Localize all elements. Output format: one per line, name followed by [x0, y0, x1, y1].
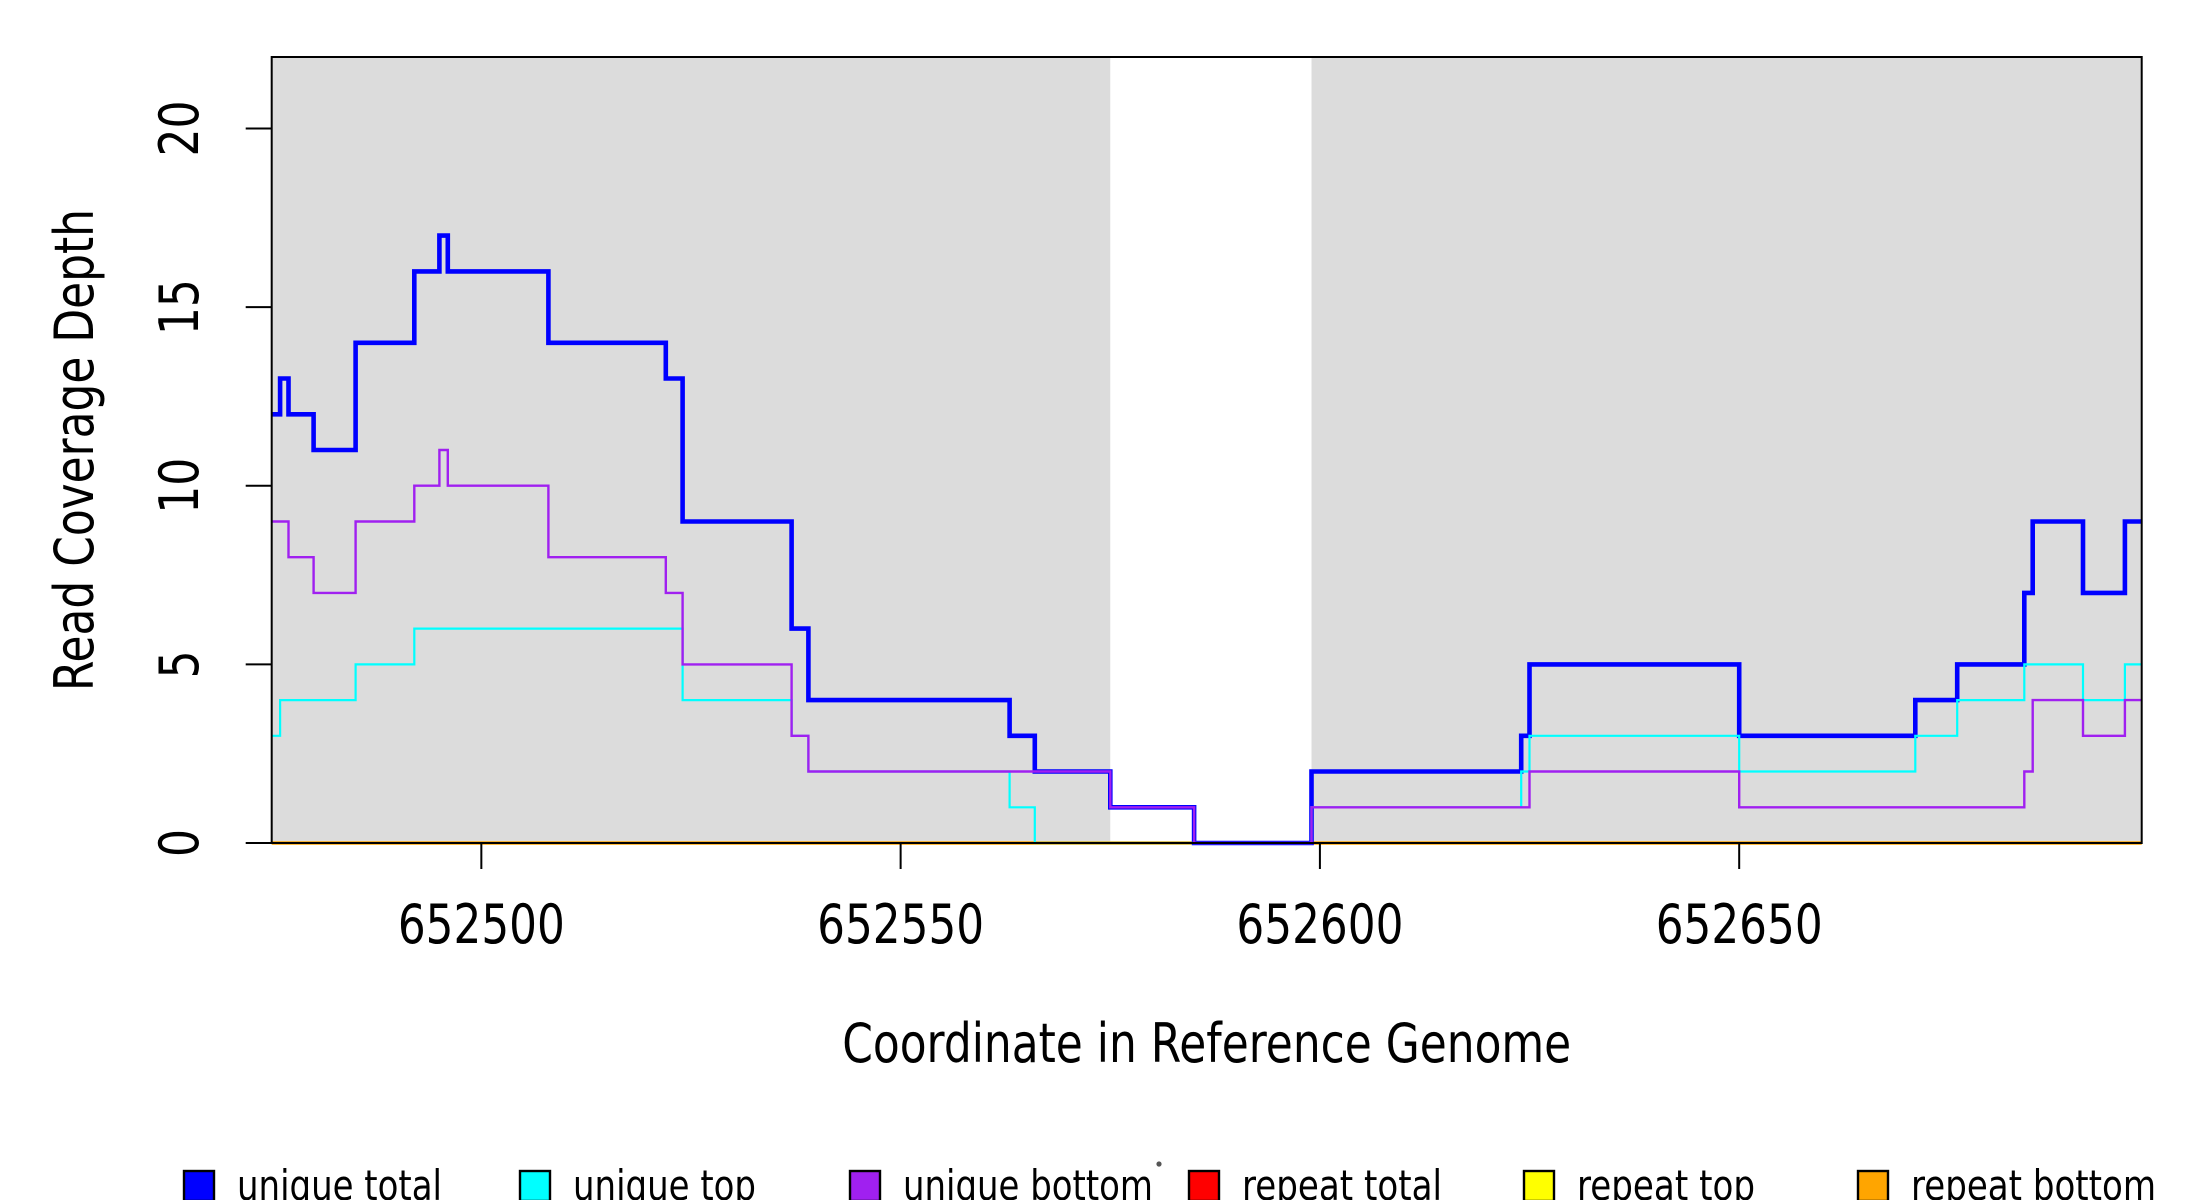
legend-swatch-repeat-top — [1522, 1169, 1556, 1200]
series-line-unique-total — [271, 233, 2142, 846]
x-axis-title: Coordinate in Reference Genome — [842, 1012, 1571, 1075]
y-tick-label-20: 20 — [148, 101, 211, 157]
legend-label-repeat-top: repeat top — [1577, 1161, 1755, 1200]
legend-label-repeat-total: repeat total — [1242, 1161, 1442, 1200]
x-tick-label-652650: 652650 — [1656, 893, 1823, 956]
y-axis-title: Read Coverage Depth — [43, 209, 106, 691]
x-tick-label-652500: 652500 — [398, 893, 565, 956]
y-tick-label-0: 0 — [148, 829, 211, 857]
legend-swatch-repeat-bottom — [1856, 1169, 1890, 1200]
y-tick-label-5: 5 — [148, 650, 211, 678]
legend-label-unique-top: unique top — [573, 1161, 756, 1200]
series-line-unique-bottom — [271, 448, 2142, 845]
legend-item-unique-top: unique top — [518, 1161, 756, 1200]
legend-swatch-unique-bottom — [848, 1169, 882, 1200]
legend-swatch-unique-total — [182, 1169, 216, 1200]
legend-label-unique-bottom: unique bottom — [903, 1161, 1153, 1200]
stray-dot — [1156, 1161, 1162, 1167]
legend-item-repeat-top: repeat top — [1522, 1161, 1755, 1200]
legend-label-repeat-bottom: repeat bottom — [1911, 1161, 2156, 1200]
y-tick-label-10: 10 — [148, 458, 211, 514]
shaded-band-1 — [271, 57, 1111, 843]
legend-swatch-unique-top — [518, 1169, 552, 1200]
legend-item-unique-bottom: unique bottom — [848, 1161, 1153, 1200]
legend-item-unique-total: unique total — [182, 1161, 442, 1200]
legend-swatch-repeat-total — [1187, 1169, 1221, 1200]
plot-box — [270, 56, 2143, 844]
legend-label-unique-total: unique total — [237, 1161, 442, 1200]
shaded-band-2 — [1311, 57, 2142, 843]
legend-item-repeat-total: repeat total — [1187, 1161, 1442, 1200]
x-tick-label-652550: 652550 — [817, 893, 984, 956]
x-tick-label-652600: 652600 — [1236, 893, 1403, 956]
legend-item-repeat-bottom: repeat bottom — [1856, 1161, 2156, 1200]
y-tick-label-15: 15 — [148, 279, 211, 335]
